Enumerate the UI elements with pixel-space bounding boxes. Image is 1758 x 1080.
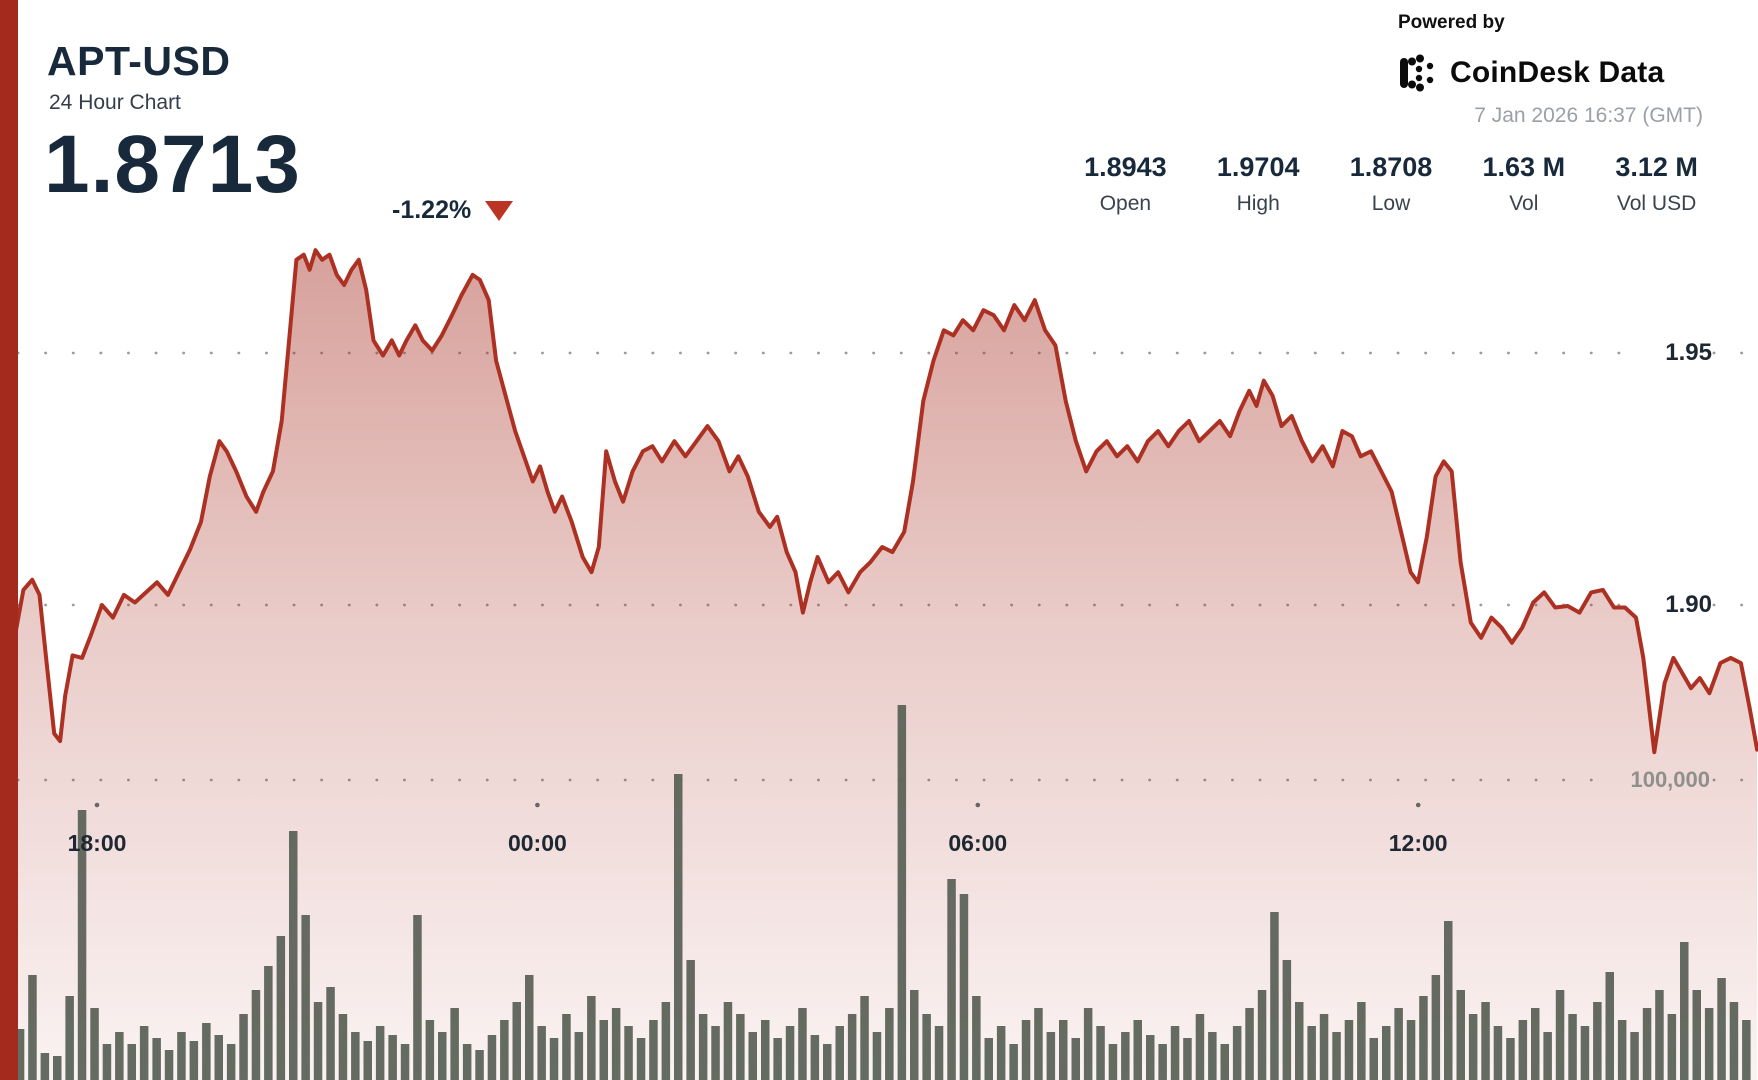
stat-vol: 1.63 M Vol (1457, 152, 1590, 216)
volume-bars (15, 705, 1751, 1080)
chart-timestamp: 7 Jan 2026 16:37 (GMT) (1474, 104, 1703, 127)
coindesk-logo-icon (1400, 54, 1434, 92)
chart-subtitle: 24 Hour Chart (49, 91, 181, 114)
stat-value: 3.12 M (1615, 152, 1698, 182)
symbol-title: APT-USD (47, 38, 231, 84)
stat-high: 1.9704 High (1192, 152, 1325, 216)
stat-value: 1.63 M (1482, 152, 1566, 182)
triangle-down-icon (485, 200, 514, 221)
stat-label: Vol (1509, 192, 1539, 215)
stats-row: 1.8943 Open 1.9704 High 1.8708 Low 1.63 … (1059, 152, 1723, 216)
stat-vol-usd: 3.12 M Vol USD (1590, 152, 1723, 216)
stat-label: Open (1099, 192, 1152, 215)
stat-low: 1.8708 Low (1325, 152, 1458, 216)
x-axis-label: 12:00 (1388, 830, 1448, 856)
stat-label: Low (1371, 192, 1411, 215)
stat-value: 1.9704 (1216, 152, 1300, 182)
coindesk-logo-text: CoinDesk Data (1450, 56, 1665, 89)
volume-axis-label: 100,000 (1630, 767, 1710, 792)
x-axis-label: 06:00 (948, 830, 1008, 856)
price-change: -1.22% (392, 196, 514, 225)
last-price: 1.8713 (44, 119, 301, 210)
price-line (0, 248, 1758, 755)
stat-label: High (1236, 192, 1280, 215)
stat-value: 1.8708 (1349, 152, 1433, 182)
x-axis-label: 18:00 (67, 830, 127, 856)
price-area-fill (0, 250, 1758, 1080)
price-change-pct: -1.22% (392, 196, 472, 224)
left-accent-bar (0, 0, 18, 1080)
x-axis-tick-dots (94, 802, 1421, 808)
powered-by-label: Powered by (1398, 12, 1505, 33)
stat-value: 1.8943 (1084, 152, 1167, 182)
y-axis-label: 1.90 (1665, 591, 1712, 618)
stat-label: Vol USD (1616, 192, 1697, 215)
x-axis-label: 00:00 (507, 830, 567, 856)
stat-open: 1.8943 Open (1059, 152, 1192, 216)
coindesk-logo: CoinDesk Data (1398, 52, 1664, 94)
y-axis-label: 1.95 (1665, 339, 1712, 366)
